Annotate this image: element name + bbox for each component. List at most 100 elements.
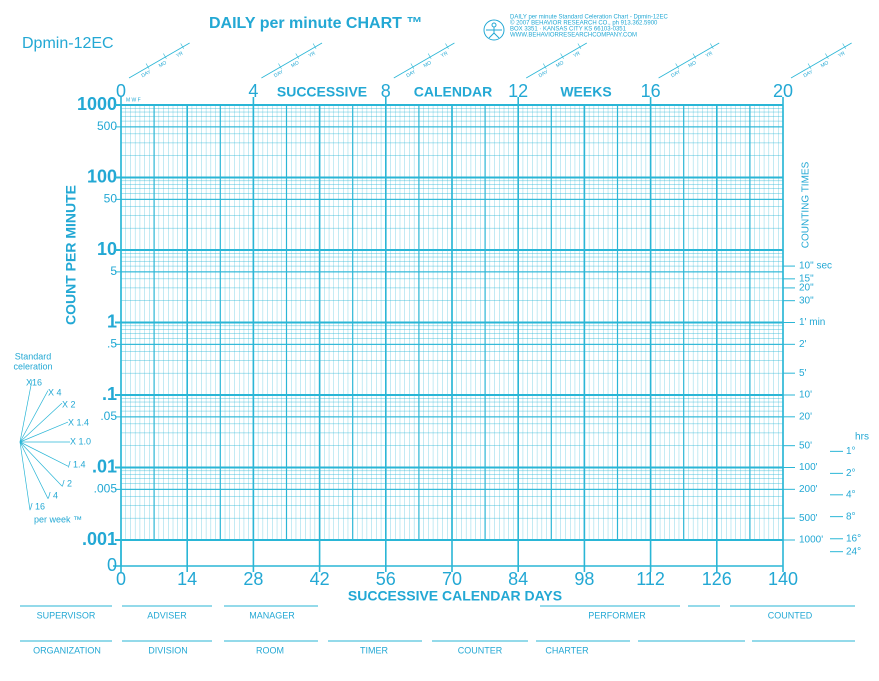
x2-axis-label: WEEKS [560,84,611,100]
date-divider [295,53,300,59]
publisher-line: BOX 3351 · KANSAS CITY KS 66103-0351 [510,27,627,33]
date-divider [180,43,184,49]
date-divider [807,63,812,69]
counting-hour-label: 8° [846,511,856,522]
celeration-line [19,441,49,499]
publisher-line: WWW.BEHAVIORRESEARCHCOMPANY.COM [510,33,637,39]
date-divider [445,43,449,49]
date-field-label: MO [820,60,830,69]
date-divider [312,43,317,49]
x2-axis-label: SUCCESSIVE [277,84,367,100]
y-tick-label: 0 [107,555,117,575]
date-line [526,42,588,79]
y2-axis-label: COUNTING TIMES [801,161,812,248]
counting-time-label: 1000' [799,535,823,546]
form-field-label: CHARTER [545,645,589,655]
date-field-label: YR [440,50,449,59]
date-field-label: DAY [405,69,417,79]
counting-time-label: 2' [799,339,807,350]
x2-tick-label: 8 [381,81,391,101]
x2-tick-label: 16 [641,81,661,101]
publisher-line: DAILY per minute Standard Celeration Cha… [510,15,669,21]
y-tick-label: .005 [94,481,118,495]
date-field: DAY MO YR [261,42,323,79]
x-tick-label: 140 [768,569,798,589]
celeration-line [19,441,63,487]
counting-time-label: 20' [799,411,812,422]
celeration-label: / 2 [62,478,72,488]
date-field-label: YR [705,50,714,59]
counting-time-label: 10" sec [799,261,832,272]
publisher-line: © 2007 BEHAVIOR RESEARCH CO., ph 913.362… [510,20,658,27]
form-field-label: TIMER [360,645,388,655]
date-field: DAY MO YR [128,42,190,79]
form-field-label: ROOM [256,645,284,655]
celeration-line [19,441,69,467]
date-line [658,42,720,79]
y-tick-label: 50 [104,191,118,205]
counting-time-label: 15" [799,273,814,284]
counting-time-label: 1' min [799,317,825,328]
y-tick-label: .01 [92,456,117,476]
counting-time-label: 100' [799,462,818,473]
x2-tick-label: 20 [773,81,793,101]
celeration-title: Standard [15,351,52,361]
counting-hour-label: 16° [846,533,861,544]
x-tick-label: 28 [243,569,263,589]
form-field-label: ADVISER [147,610,187,620]
date-field: DAY MO YR [393,42,455,79]
date-line [128,42,190,79]
date-divider [710,43,714,49]
date-field-label: MO [687,60,697,69]
date-field: DAY MO YR [526,42,588,79]
date-divider [692,53,697,59]
date-divider [842,43,846,49]
date-divider [278,63,282,69]
chart-code: Dpmin-12EC [22,35,114,52]
counting-time-label: 5' [799,368,807,379]
y-tick-label: 100 [87,166,117,186]
x2-tick-label: 0 [116,81,126,101]
y-tick-label: 1000 [77,94,117,114]
date-field-label: DAY [141,69,153,79]
date-divider [825,53,829,59]
y-tick-label: 1 [107,311,117,331]
date-field-label: YR [175,50,184,59]
date-line [261,42,323,79]
counting-time-label: 50' [799,440,812,451]
date-field-label: MO [423,60,433,69]
celeration-label: / 16 [30,501,45,511]
publisher-logo [483,19,505,41]
form-field-label: PERFORMER [588,610,646,620]
celeration-label: / 1.4 [68,459,86,469]
weekday-marks: M W F [126,97,141,103]
date-field-label: YR [308,50,317,59]
celeration-footer: per week ™ [34,514,82,524]
date-divider [542,63,547,69]
x-tick-label: 112 [636,569,665,589]
form-field-label: DIVISION [148,645,188,655]
date-line [790,42,852,79]
x-tick-label: 56 [376,569,396,589]
counting-hour-label: 24° [846,546,861,557]
x-tick-label: 84 [508,569,528,589]
form-field-label: COUNTER [458,645,503,655]
counting-hour-label: 4° [846,489,856,500]
y-tick-label: .001 [82,529,117,549]
counting-hour-label: 1° [846,446,856,457]
celeration-label: X 1.0 [70,436,91,446]
date-field-label: YR [837,50,846,59]
x2-tick-label: 4 [248,81,258,101]
counting-time-label: 10' [799,390,812,401]
date-field-label: DAY [670,69,682,79]
x-tick-label: 98 [574,569,594,589]
counting-time-label: 500' [799,513,818,524]
date-field: DAY MO YR [658,42,720,79]
x2-axis-label: CALENDAR [414,84,493,100]
form-field-label: MANAGER [249,610,295,620]
x-tick-label: 14 [177,569,197,589]
date-divider [577,43,582,49]
y-tick-label: 10 [97,239,117,259]
y-axis-label: COUNT PER MINUTE [63,185,79,325]
